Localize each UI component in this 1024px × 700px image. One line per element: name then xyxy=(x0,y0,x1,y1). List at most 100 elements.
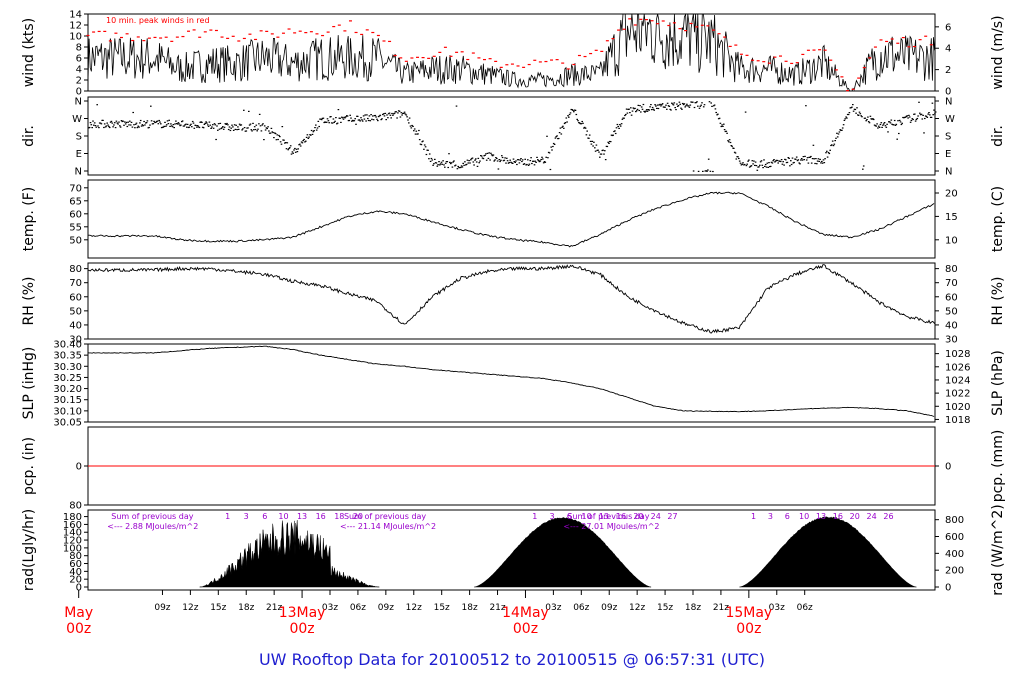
temp-left-axis: 50 55 60 65 70 xyxy=(69,183,88,246)
dir-point xyxy=(127,121,129,123)
dir-point xyxy=(547,157,549,159)
rad-hour-label: 16 xyxy=(833,512,843,521)
dir-point xyxy=(170,123,172,125)
dir-point xyxy=(448,153,450,155)
dir-point xyxy=(94,125,97,127)
dir-point xyxy=(487,157,490,159)
dir-point xyxy=(746,163,748,165)
dir-point xyxy=(492,154,495,156)
dir-point xyxy=(563,122,566,125)
dir-point xyxy=(480,155,483,157)
dir-point xyxy=(478,162,480,164)
dir-point xyxy=(659,103,661,105)
temp-left-tick-label: 70 xyxy=(69,183,82,194)
dir-point xyxy=(330,122,333,124)
dir-point xyxy=(733,147,735,149)
dir-point xyxy=(785,159,787,161)
dir-point xyxy=(380,119,382,121)
dir-point xyxy=(88,126,91,129)
dir-point xyxy=(726,132,728,134)
dir-point xyxy=(768,162,770,164)
dir-point xyxy=(244,130,247,132)
x-tick-label: 09z xyxy=(378,603,394,613)
dir-point xyxy=(180,124,182,126)
x-tick-label: 06z xyxy=(350,603,366,613)
dir-point xyxy=(831,140,834,142)
dir-point xyxy=(406,116,408,118)
dir-point xyxy=(462,162,464,164)
rh-line xyxy=(87,264,935,334)
dir-point xyxy=(923,132,925,134)
dir-point xyxy=(537,160,540,162)
dir-point xyxy=(775,159,778,161)
dir-point xyxy=(610,134,613,136)
dir-point xyxy=(207,125,210,127)
wind-right-tick-label: 4 xyxy=(945,44,951,55)
dir-point xyxy=(456,168,459,170)
dir-point xyxy=(174,123,176,125)
dir-point xyxy=(819,158,821,160)
date-label-day: 15May xyxy=(725,605,772,621)
rh-left-tick-label: 60 xyxy=(69,292,82,303)
dir-point xyxy=(752,163,754,165)
rad-left-tick-label: 80 xyxy=(69,551,82,562)
dir-point xyxy=(757,166,759,168)
date-label-time: 00z xyxy=(66,621,91,637)
dir-point xyxy=(449,163,452,165)
dir-point xyxy=(906,115,908,117)
dir-point xyxy=(924,117,926,120)
dir-point xyxy=(779,160,781,162)
rad-hour-label: 6 xyxy=(262,512,267,521)
rad-left-tick-label: 20 xyxy=(69,575,82,586)
dir-point xyxy=(872,118,874,120)
dir-point xyxy=(562,125,564,127)
x-tick-label: 06z xyxy=(573,603,589,613)
dir-point xyxy=(148,126,150,129)
dir-point xyxy=(286,142,289,144)
dir-point xyxy=(326,118,329,120)
temp-panel-frame xyxy=(87,179,936,259)
dir-point xyxy=(932,114,934,116)
dir-point xyxy=(640,111,642,113)
dir-point xyxy=(503,159,506,161)
dir-point xyxy=(559,127,562,129)
dir-point xyxy=(706,170,708,172)
dir-point xyxy=(433,163,435,165)
dir-point xyxy=(400,112,403,114)
dir-point xyxy=(908,114,910,116)
dir-point xyxy=(222,126,224,128)
dir-point xyxy=(844,118,846,120)
dir-point xyxy=(105,125,108,127)
dir-point xyxy=(577,120,579,122)
dir-point xyxy=(712,105,715,107)
dir-point xyxy=(133,124,135,126)
dir-point xyxy=(738,157,740,160)
dir-point xyxy=(887,131,889,133)
dir-point xyxy=(283,139,285,141)
dir-point xyxy=(741,163,743,165)
dir-point xyxy=(878,126,881,128)
dir-point xyxy=(538,161,541,163)
x-tick-label: 18z xyxy=(685,603,701,613)
slp-right-tick-label: 1026 xyxy=(945,362,970,373)
dir-left-tick-label: N xyxy=(75,97,82,108)
dir-point xyxy=(598,151,600,153)
dir-point xyxy=(789,165,791,167)
dir-point xyxy=(464,161,466,163)
dir-point xyxy=(730,145,733,147)
wind-speed-line xyxy=(87,13,935,92)
dir-point xyxy=(519,159,521,161)
rad-ylabel-right: rad (W/m^2) xyxy=(990,504,1006,595)
dir-point xyxy=(227,124,229,126)
dir-point xyxy=(608,142,610,144)
dir-point xyxy=(190,123,192,125)
dir-point xyxy=(422,140,424,142)
dir-point xyxy=(797,159,800,161)
dir-point xyxy=(395,111,397,113)
dir-point xyxy=(890,119,893,121)
dir-point xyxy=(204,122,206,124)
temp-left-tick-label: 55 xyxy=(69,222,82,233)
dir-point xyxy=(628,108,630,110)
dir-point xyxy=(866,119,868,121)
dir-point xyxy=(393,112,396,114)
